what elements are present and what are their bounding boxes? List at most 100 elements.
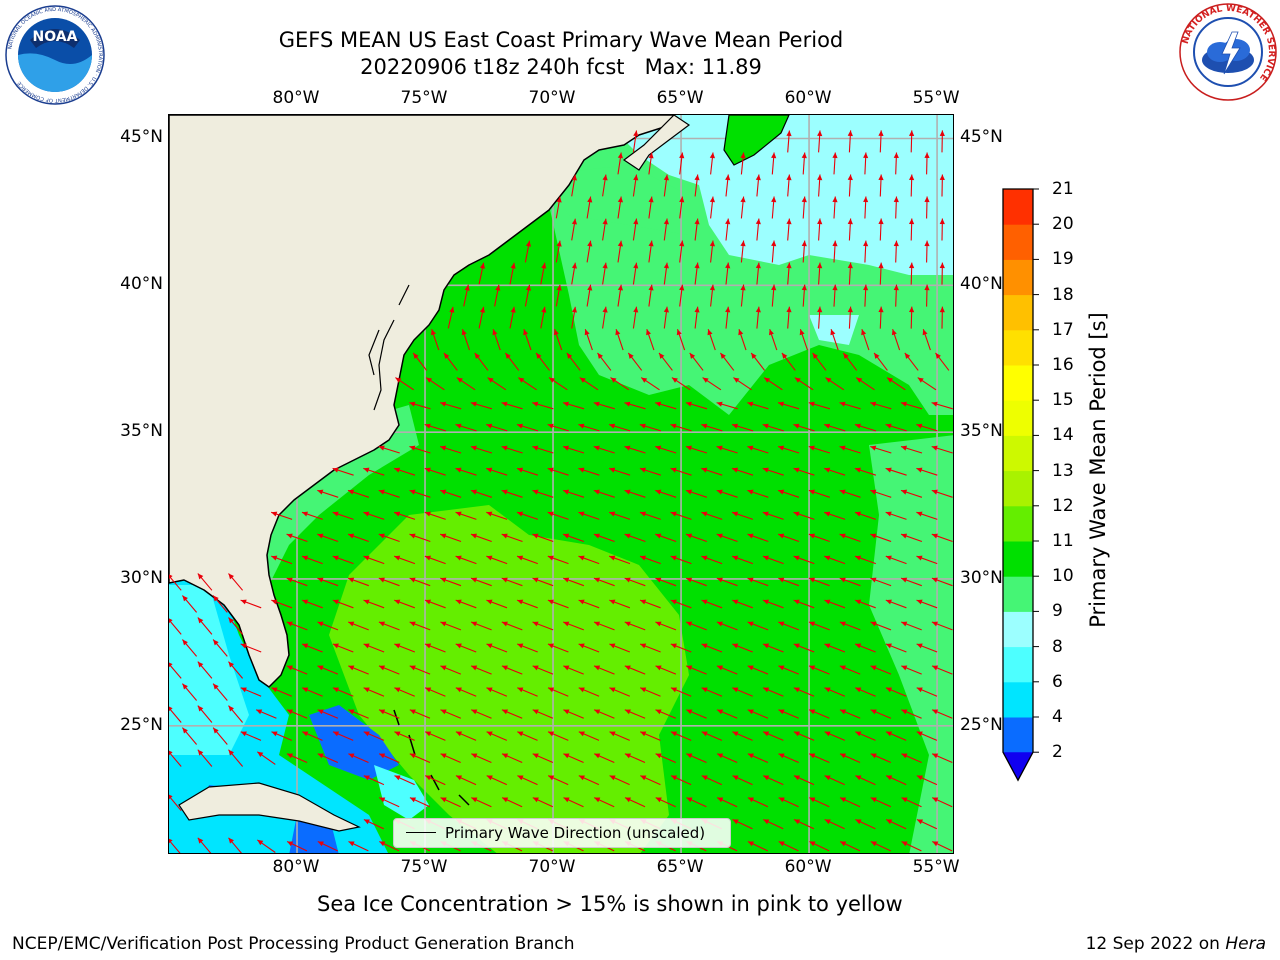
arrow-head [394,687,401,693]
arrow-head [793,423,800,429]
arrow-head [901,533,908,539]
arrow-head [809,577,815,583]
arrow-head [709,240,715,247]
arrow-head [563,797,570,803]
arrow-head [532,665,539,671]
arrow-head [794,819,801,825]
arrow-head [332,511,339,517]
arrow-head [502,753,509,759]
arrow-head [887,377,893,383]
arrow-head [363,643,370,649]
arrow-head [830,329,836,336]
arrow-head [523,329,529,336]
colorbar-tick-label: 16 [1052,355,1074,375]
arrow-head [856,377,863,383]
arrow-head [702,377,709,383]
colorbar-tick-label: 8 [1052,636,1063,657]
arrow-head [870,445,877,451]
arrow-head [855,511,861,517]
arrow-head [525,240,531,247]
arrow-head [609,687,616,693]
arrow-head [701,511,708,517]
arrow-head [378,621,385,627]
arrow-head [793,731,800,737]
lat-label-right: 25°N [960,714,1003,735]
arrow-head [363,775,370,781]
arrow-head [824,511,831,517]
arrow-head [440,533,447,539]
lon-label-bottom: 60°W [784,857,832,877]
arrow-head [455,731,462,737]
arrow-head [470,489,477,495]
arrow-head [901,489,908,495]
arrow-head [609,643,616,649]
arrow-head [747,401,754,407]
arrow-head [479,262,485,269]
arrow-head [670,599,677,605]
arrow-head [909,218,915,225]
arrow-head [578,511,585,517]
arrow-head [725,306,731,313]
arrow-head [378,489,385,495]
arrow-head [348,665,355,671]
colorbar-tick-label: 9 [1052,601,1063,622]
lat-label-right: 30°N [960,567,1003,588]
arrow-head [909,306,915,313]
arrow-head [740,152,746,159]
arrow-head [840,797,847,803]
arrow-head [594,665,601,671]
arrow-head [901,709,908,715]
arrow-head [593,489,600,495]
arrow-head [501,577,508,583]
arrow-head [425,731,432,737]
arrow-head [893,284,899,291]
arrow-head [548,775,555,781]
arrow-head [440,709,447,715]
arrow-head [409,753,416,759]
arrow-head [655,489,662,495]
arrow-head [532,533,539,539]
arrow-head [271,687,278,693]
arrow-head [679,284,685,291]
arrow-head [870,709,877,715]
map-legend: Primary Wave Direction (unscaled) [393,818,731,848]
footer-machine: Hera [1225,934,1266,954]
arrow-head [701,467,708,473]
arrow-head [578,643,585,649]
arrow-head [213,639,219,646]
arrow-head [487,377,494,383]
arrow-head [671,377,678,383]
arrow-head [548,731,555,737]
arrow-head [409,621,416,627]
arrow-head [317,753,324,759]
arrow-head [464,284,470,291]
arrow-head [799,329,805,336]
lon-label-top: 60°W [784,88,832,108]
arrow-head [639,511,646,517]
arrow-head [855,687,862,693]
arrow-head [182,727,188,734]
chart-subtitle-run-info: 20220906 t18z 240h fcst Max: 11.89 [360,55,762,79]
arrow-head [679,196,685,203]
arrow-head [302,511,308,517]
arrow-head [655,665,662,671]
arrow-head [548,687,555,693]
arrow-head [870,621,877,627]
arrow-head [762,467,769,473]
colorbar [1002,188,1039,782]
arrow-head [670,731,677,737]
arrow-head [556,284,562,291]
arrow-head [501,665,508,671]
arrow-head [670,555,677,561]
arrow-head [817,218,823,225]
arrow-head [440,621,447,627]
arrow-head [855,555,862,561]
arrow-head [471,709,478,715]
arrow-head [763,819,770,825]
arrow-head [633,262,639,269]
arrow-head [762,511,769,517]
arrow-head [939,174,945,180]
arrow-head [532,753,539,759]
arrow-head [747,445,754,451]
arrow-head [793,511,800,517]
